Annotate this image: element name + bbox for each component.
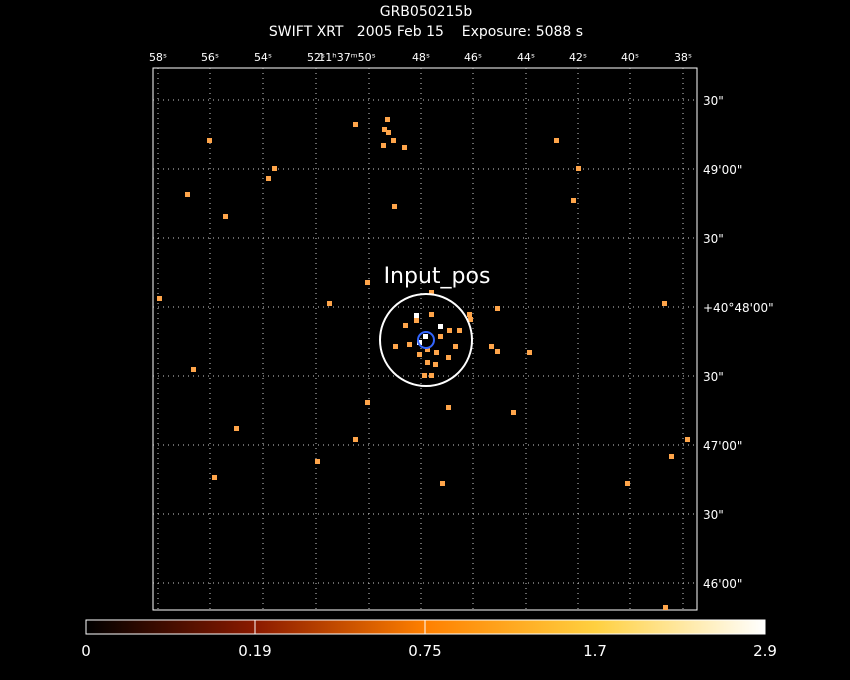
dec-label: 30" (703, 94, 724, 108)
photon-pixel (403, 323, 408, 328)
dec-label: +40°48'00" (703, 301, 774, 315)
photon-pixel (327, 301, 332, 306)
photon-pixel (453, 344, 458, 349)
photon-pixel (495, 349, 500, 354)
ra-label: 46ˢ (464, 51, 482, 64)
photon-pixel (392, 204, 397, 209)
photon-pixel (433, 362, 438, 367)
colorbar-label: 1.7 (583, 642, 607, 660)
dec-label: 30" (703, 370, 724, 384)
photon-pixel (663, 605, 668, 610)
photon-pixel (391, 138, 396, 143)
photon-pixel (393, 344, 398, 349)
ra-label: 38ˢ (674, 51, 692, 64)
photon-pixel (234, 426, 239, 431)
ra-label: 54ˢ (254, 51, 272, 64)
photon-pixel (353, 437, 358, 442)
ra-label: 44ˢ (517, 51, 535, 64)
input-position (417, 331, 435, 349)
dec-label: 49'00" (703, 163, 742, 177)
photon-pixel (425, 347, 430, 352)
photon-pixel (365, 280, 370, 285)
photon-pixel (440, 481, 445, 486)
photon-pixel (625, 481, 630, 486)
ra-label: 48ˢ (412, 51, 430, 64)
photon-pixel (417, 340, 422, 345)
photon-pixel (157, 296, 162, 301)
ra-label: 52ˢ (307, 51, 325, 64)
photon-pixel (414, 318, 419, 323)
source-label: Input_pos (384, 264, 491, 289)
photon-pixel (315, 459, 320, 464)
photon-pixel (407, 342, 412, 347)
photon-pixel (446, 405, 451, 410)
photon-pixel (266, 176, 271, 181)
colorbar-label: 0 (81, 642, 91, 660)
photon-pixel (434, 350, 439, 355)
photon-pixel (438, 334, 443, 339)
colorbar-label: 0.19 (238, 642, 271, 660)
photon-pixel (212, 475, 217, 480)
photon-pixel (422, 373, 427, 378)
photon-pixel (527, 350, 532, 355)
colorbar-label: 2.9 (753, 642, 777, 660)
title: GRB050215b (380, 4, 473, 20)
photon-pixel (386, 130, 391, 135)
photon-pixel (662, 301, 667, 306)
photon-pixel (446, 355, 451, 360)
source-circle (379, 293, 473, 387)
photon-pixel (223, 214, 228, 219)
photon-pixel (423, 334, 428, 339)
photon-pixel (576, 166, 581, 171)
photon-pixel (425, 360, 430, 365)
photon-pixel (467, 312, 472, 317)
photon-pixel (365, 400, 370, 405)
photon-pixel (381, 143, 386, 148)
photon-pixel (272, 166, 277, 171)
ra-label: 42ˢ (569, 51, 587, 64)
dec-label: 47'00" (703, 439, 742, 453)
ra-label: 56ˢ (201, 51, 219, 64)
photon-pixel (353, 122, 358, 127)
photon-pixel (685, 437, 690, 442)
dec-label: 46'00" (703, 577, 742, 591)
photon-pixel (438, 324, 443, 329)
photon-pixel (385, 117, 390, 122)
photon-pixel (457, 328, 462, 333)
photon-pixel (429, 373, 434, 378)
photon-pixel (417, 352, 422, 357)
dec-label: 30" (703, 232, 724, 246)
photon-pixel (382, 127, 387, 132)
photon-pixel (414, 313, 419, 318)
subtitle: SWIFT XRT 2005 Feb 15 Exposure: 5088 s (269, 24, 583, 40)
photon-pixel (554, 138, 559, 143)
ra-label: 40ˢ (621, 51, 639, 64)
photon-pixel (447, 328, 452, 333)
ra-label: 11ʰ37ᵐ50ˢ (318, 51, 375, 64)
frame (152, 67, 698, 611)
photon-pixel (402, 145, 407, 150)
photon-pixel (191, 367, 196, 372)
photon-pixel (495, 306, 500, 311)
photon-pixel (207, 138, 212, 143)
photon-pixel (429, 312, 434, 317)
photon-pixel (468, 317, 473, 322)
photon-pixel (669, 454, 674, 459)
photon-pixel (429, 290, 434, 295)
ra-label: 58ˢ (149, 51, 167, 64)
photon-pixel (489, 344, 494, 349)
dec-label: 30" (703, 508, 724, 522)
photon-pixel (511, 410, 516, 415)
photon-pixel (185, 192, 190, 197)
colorbar-label: 0.75 (408, 642, 441, 660)
photon-pixel (571, 198, 576, 203)
